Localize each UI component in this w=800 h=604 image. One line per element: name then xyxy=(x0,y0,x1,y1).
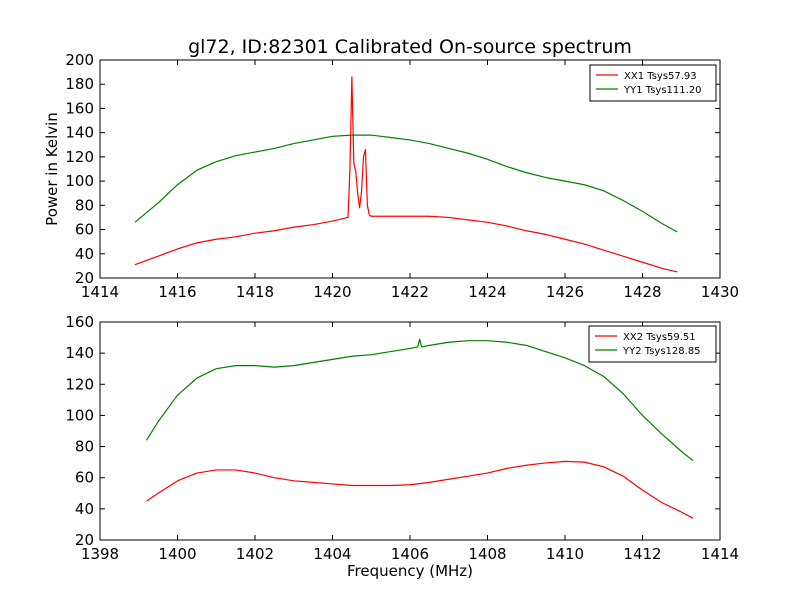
x-tick-label: 1402 xyxy=(236,545,274,563)
x-tick-label: 1422 xyxy=(391,283,429,301)
x-tick-label: 1426 xyxy=(546,283,584,301)
y-tick-label: 60 xyxy=(75,221,94,239)
y-tick-label: 120 xyxy=(65,148,94,166)
y-tick-label: 100 xyxy=(65,406,94,424)
x-tick-label: 1430 xyxy=(701,283,739,301)
x-tick-label: 1418 xyxy=(236,283,274,301)
y-tick-label: 40 xyxy=(75,500,94,518)
y-tick-label: 200 xyxy=(65,51,94,69)
top-plot: 1414 1416 1418 1420 1422 1424 1426 1428 1430 20 40… xyxy=(65,51,739,301)
x-tick-label: 1406 xyxy=(391,545,429,563)
y-tick-label: 160 xyxy=(65,313,94,331)
series-line-1 xyxy=(146,460,694,519)
x-tick-label: 1420 xyxy=(313,283,351,301)
y-tick-label: 100 xyxy=(65,172,94,190)
x-tick-label: 1404 xyxy=(313,545,351,563)
series-line-1 xyxy=(134,76,678,273)
x-tick-label: 1412 xyxy=(623,545,661,563)
legend-label: YY2 Tsys128.85 xyxy=(622,346,701,357)
x-tick-label: 1414 xyxy=(81,283,119,301)
y-tick-label: 20 xyxy=(75,531,94,549)
legend: XX2 Tsys59.51 YY2 Tsys128.85 xyxy=(588,325,717,363)
y-tick-label: 180 xyxy=(65,75,94,93)
legend-box xyxy=(588,325,717,363)
series-line-2 xyxy=(134,134,678,233)
y-tick-label: 60 xyxy=(75,469,94,487)
y-tick-label: 20 xyxy=(75,269,94,287)
legend-label: XX2 Tsys59.51 xyxy=(623,332,696,343)
x-tick-label: 1408 xyxy=(468,545,506,563)
bottom-plot: 1398 1400 1402 1404 1406 1408 1410 1412 1414 20 40… xyxy=(65,313,739,563)
legend-label: YY1 Tsys111.20 xyxy=(623,85,702,96)
x-tick-label: 1410 xyxy=(546,545,584,563)
x-tick-label: 1424 xyxy=(468,283,506,301)
x-tick-label: 1416 xyxy=(158,283,196,301)
legend-label: XX1 Tsys57.93 xyxy=(624,71,697,82)
y-tick-label: 40 xyxy=(75,245,94,263)
y-tick-label: 80 xyxy=(75,438,94,456)
y-tick-label: 80 xyxy=(75,196,94,214)
x-tick-label: 1414 xyxy=(701,545,739,563)
legend: XX1 Tsys57.93 YY1 Tsys111.20 xyxy=(589,64,717,102)
x-tick-label: 1428 xyxy=(623,283,661,301)
y-axis-label: Power in Kelvin xyxy=(43,112,61,226)
legend-box xyxy=(589,64,717,102)
y-tick-label: 120 xyxy=(65,375,94,393)
x-tick-label: 1398 xyxy=(81,545,119,563)
x-axis-label: Frequency (MHz) xyxy=(347,562,473,580)
y-tick-label: 140 xyxy=(65,344,94,362)
y-tick-label: 140 xyxy=(65,124,94,142)
y-tick-label: 160 xyxy=(65,99,94,117)
x-tick-label: 1400 xyxy=(158,545,196,563)
chart-title: gl72, ID:82301 Calibrated On-source spec… xyxy=(188,36,632,58)
series-line-2 xyxy=(145,338,694,462)
